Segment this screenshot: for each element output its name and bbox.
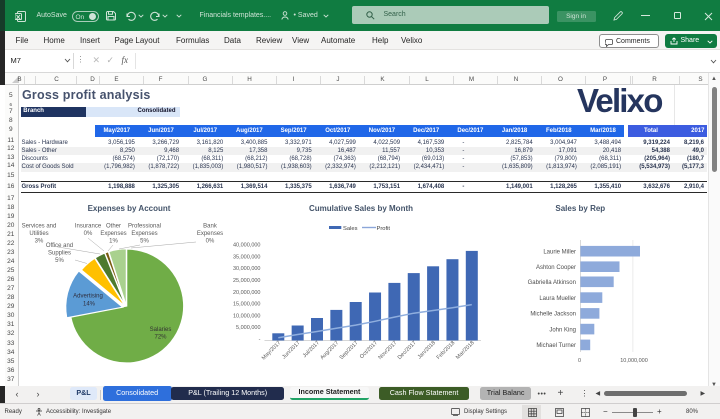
svg-text:Supplies: Supplies <box>48 251 71 257</box>
svg-text:Jun/2017: Jun/2017 <box>281 340 301 360</box>
svg-text:5%: 5% <box>140 239 149 245</box>
svg-text:Dec/2017: Dec/2017 <box>397 340 418 361</box>
svg-text:Jan/2018: Jan/2018 <box>417 340 437 360</box>
svg-text:Oct/2017: Oct/2017 <box>359 340 379 360</box>
svg-text:John King: John King <box>549 327 576 333</box>
svg-text:15,000,000: 15,000,000 <box>233 302 261 308</box>
svg-text:May/2017: May/2017 <box>261 340 282 361</box>
svg-text:Sales by Rep: Sales by Rep <box>555 204 605 213</box>
svg-text:Expenses: Expenses <box>197 231 223 237</box>
svg-text:Profit: Profit <box>377 226 391 232</box>
svg-text:Laurie Miller: Laurie Miller <box>543 249 576 255</box>
svg-text:-: - <box>259 337 261 343</box>
svg-text:1%: 1% <box>109 239 118 245</box>
svg-text:0: 0 <box>578 358 581 364</box>
svg-text:Sales: Sales <box>343 226 358 232</box>
svg-text:Cumulative Sales by Month: Cumulative Sales by Month <box>309 204 413 213</box>
svg-text:Advertising: Advertising <box>73 294 103 300</box>
svg-text:35,000,000: 35,000,000 <box>233 254 261 260</box>
svg-text:30,000,000: 30,000,000 <box>233 266 261 272</box>
svg-text:10,000,000: 10,000,000 <box>233 313 261 319</box>
svg-text:Utilities: Utilities <box>29 231 48 237</box>
svg-text:72%: 72% <box>154 335 167 341</box>
svg-text:Michael Turner: Michael Turner <box>536 343 576 349</box>
svg-text:Aug/2017: Aug/2017 <box>319 340 340 361</box>
svg-text:Expenses: Expenses <box>131 231 157 237</box>
svg-text:Laura Mueller: Laura Mueller <box>539 296 576 302</box>
svg-text:Bank: Bank <box>203 224 218 230</box>
svg-text:25,000,000: 25,000,000 <box>233 278 261 284</box>
svg-text:Insurance: Insurance <box>75 224 102 230</box>
svg-text:Expenses: Expenses <box>100 231 126 237</box>
svg-text:Nov/2017: Nov/2017 <box>377 340 398 361</box>
svg-text:3%: 3% <box>35 239 44 245</box>
svg-text:Gabriella Atkinson: Gabriella Atkinson <box>528 280 576 286</box>
svg-text:0%: 0% <box>206 239 215 245</box>
svg-text:14%: 14% <box>83 302 96 308</box>
svg-text:Other: Other <box>106 224 121 230</box>
svg-text:Sep/2017: Sep/2017 <box>339 340 360 361</box>
svg-text:5%: 5% <box>55 258 64 264</box>
svg-text:Michelle Jackson: Michelle Jackson <box>530 312 576 318</box>
svg-text:Jul/2017: Jul/2017 <box>302 340 321 359</box>
svg-text:Professional: Professional <box>128 224 161 230</box>
svg-text:5,000,000: 5,000,000 <box>236 325 260 331</box>
svg-text:Salaries: Salaries <box>150 327 172 333</box>
svg-text:Ashton Cooper: Ashton Cooper <box>536 265 576 271</box>
svg-text:Office and: Office and <box>46 243 73 249</box>
svg-text:20,000,000: 20,000,000 <box>233 290 261 296</box>
svg-text:Expenses by Account: Expenses by Account <box>88 204 171 213</box>
svg-text:Services and: Services and <box>22 224 57 230</box>
svg-text:40,000,000: 40,000,000 <box>233 243 261 249</box>
svg-text:Feb/2018: Feb/2018 <box>436 340 457 361</box>
svg-text:Mar/2018: Mar/2018 <box>455 340 476 361</box>
svg-text:10,000,000: 10,000,000 <box>620 358 648 364</box>
svg-text:0%: 0% <box>84 231 93 237</box>
